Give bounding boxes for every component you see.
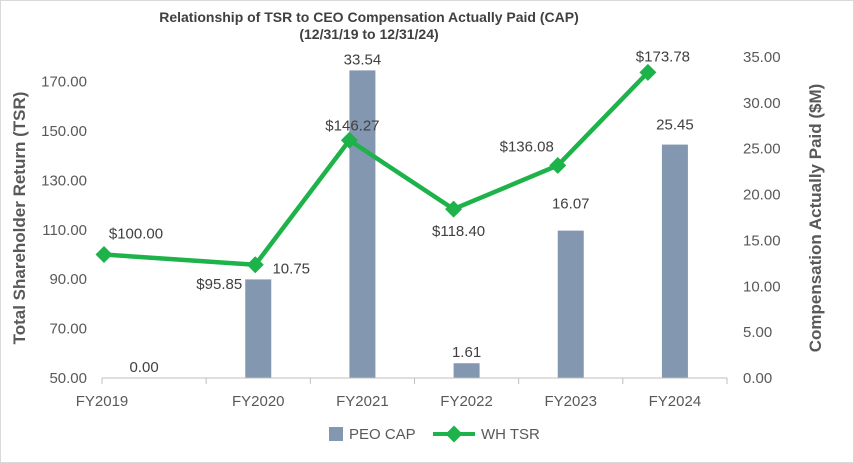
right-axis-ticks: 0.00 5.00 10.00 15.00 20.00 25.00 30.00 35.00 bbox=[743, 49, 781, 387]
bar-fy2023 bbox=[557, 230, 584, 378]
legend-swatch-marker-wh-tsr bbox=[445, 425, 463, 443]
tsr-label-fy2024: $173.78 bbox=[636, 48, 690, 65]
x-axis: FY2019 FY2020 FY2021 FY2022 FY2023 FY2024 bbox=[76, 377, 728, 410]
y-tick-right-4: 20.00 bbox=[743, 187, 781, 204]
tsr-marker-fy2024 bbox=[639, 63, 657, 81]
y-tick-right-1: 5.00 bbox=[743, 324, 772, 341]
y-tick-right-7: 35.00 bbox=[743, 49, 781, 66]
tsr-label-fy2023: $136.08 bbox=[500, 138, 554, 155]
y-tick-left-4: 130.00 bbox=[41, 172, 87, 189]
bar-label-fy2020: 10.75 bbox=[272, 260, 310, 277]
bar-label-fy2019: 0.00 bbox=[129, 359, 158, 376]
legend: PEO CAP WH TSR bbox=[329, 425, 540, 443]
y-axis-label-right: Compensation Actually Paid ($M) bbox=[806, 84, 825, 353]
y-tick-right-3: 15.00 bbox=[743, 232, 781, 249]
x-tick-label-fy2024: FY2024 bbox=[649, 393, 702, 410]
legend-swatch-peo-cap bbox=[329, 427, 343, 441]
y-tick-left-1: 70.00 bbox=[49, 321, 87, 338]
legend-label-peo-cap: PEO CAP bbox=[349, 426, 416, 443]
bar-fy2024 bbox=[661, 144, 688, 378]
y-tick-right-6: 30.00 bbox=[743, 95, 781, 112]
tsr-label-fy2019: $100.00 bbox=[109, 226, 163, 243]
x-tick-label-fy2019: FY2019 bbox=[76, 393, 129, 410]
tsr-label-fy2021: $146.27 bbox=[325, 117, 379, 134]
y-tick-left-5: 150.00 bbox=[41, 123, 87, 140]
y-tick-left-6: 170.00 bbox=[41, 74, 87, 91]
x-tick-label-fy2023: FY2023 bbox=[544, 393, 597, 410]
tsr-marker-fy2019 bbox=[95, 246, 113, 264]
bar-label-fy2021: 33.54 bbox=[344, 51, 382, 68]
bar-fy2020 bbox=[245, 279, 272, 378]
tsr-marker-fy2023 bbox=[549, 156, 567, 174]
bar-fy2021 bbox=[349, 70, 376, 378]
y-tick-right-0: 0.00 bbox=[743, 370, 772, 387]
bar-label-fy2023: 16.07 bbox=[552, 196, 590, 213]
y-tick-left-0: 50.00 bbox=[49, 370, 87, 387]
chart-title: Relationship of TSR to CEO Compensation … bbox=[159, 9, 579, 25]
x-tick-label-fy2021: FY2021 bbox=[336, 393, 389, 410]
y-tick-left-3: 110.00 bbox=[42, 222, 87, 239]
y-tick-right-5: 25.00 bbox=[743, 141, 781, 158]
tsr-marker-fy2020 bbox=[246, 256, 264, 274]
y-tick-left-2: 90.00 bbox=[49, 271, 87, 288]
tsr-marker-fy2022 bbox=[445, 200, 463, 218]
bar-fy2022 bbox=[453, 363, 480, 378]
bar-series: 0.00 10.75 33.54 1.61 16.07 25.45 bbox=[129, 51, 694, 378]
x-tick-label-fy2022: FY2022 bbox=[440, 393, 493, 410]
chart-subtitle: (12/31/19 to 12/31/24) bbox=[299, 26, 438, 42]
bar-label-fy2024: 25.45 bbox=[656, 117, 694, 134]
left-axis-ticks: 50.00 70.00 90.00 110.00 130.00 150.00 170.00 bbox=[41, 74, 87, 387]
legend-label-wh-tsr: WH TSR bbox=[481, 426, 540, 443]
bar-label-fy2022: 1.61 bbox=[452, 344, 481, 361]
x-tick-label-fy2020: FY2020 bbox=[232, 393, 285, 410]
tsr-marker-fy2021 bbox=[340, 131, 358, 149]
line-series: $100.00 $95.85 $146.27 $118.40 $136.08 $173.7… bbox=[95, 48, 690, 293]
y-tick-right-2: 10.00 bbox=[743, 278, 781, 295]
tsr-label-fy2022: $118.40 bbox=[432, 223, 485, 240]
tsr-line bbox=[103, 70, 650, 268]
y-axis-label-left: Total Shareholder Return (TSR) bbox=[10, 92, 29, 345]
tsr-label-fy2020: $95.85 bbox=[196, 276, 242, 293]
